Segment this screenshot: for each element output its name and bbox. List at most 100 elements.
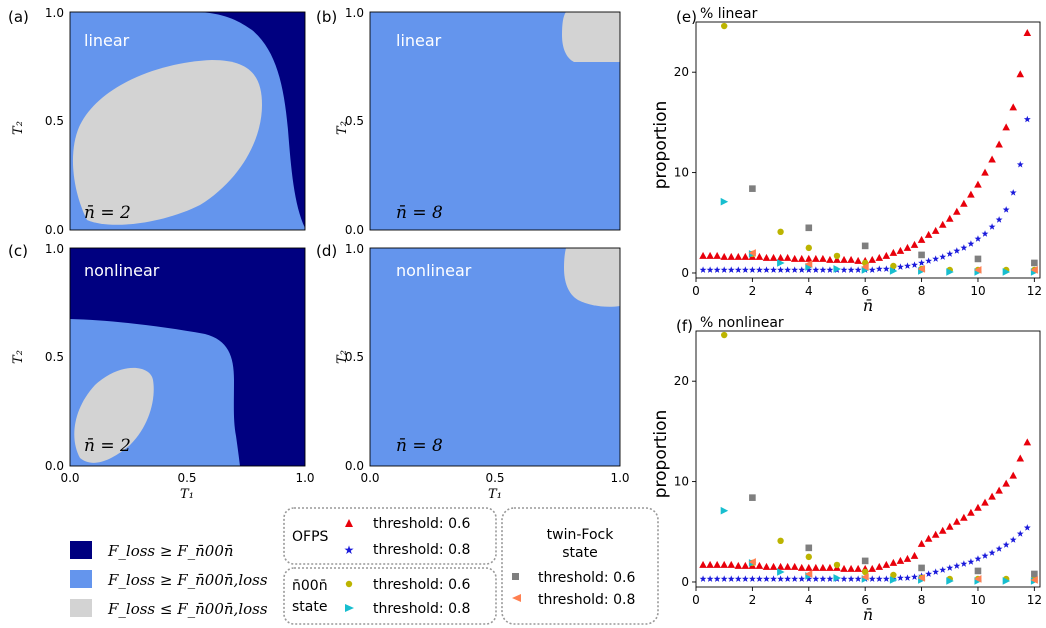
point-e-s0-29: [903, 243, 912, 251]
series-f-0: [699, 438, 1032, 572]
chart-tag-f: (f): [676, 317, 693, 335]
point-f-s0-46: [1023, 438, 1032, 446]
point-f-s1-0: [699, 575, 707, 582]
point-f-s0-9: [762, 562, 771, 570]
chart-e: (e) % linear n̄ proportion 0 2 4 6 8 10 12 0 10 2…: [651, 6, 1042, 315]
point-f-s1-21: [847, 575, 855, 582]
xtick-label-e-0: 0: [692, 284, 700, 298]
point-e-s0-8: [755, 252, 764, 260]
chart-marks-e: [699, 22, 1039, 276]
point-e-s0-21: [847, 255, 855, 263]
chart-title-f: % nonlinear: [700, 315, 784, 331]
ytick-a-1: 1.0: [45, 6, 64, 20]
point-e-s2-2: [777, 228, 784, 236]
xtick-label-f-8: 8: [918, 593, 926, 607]
point-e-s1-8: [756, 266, 763, 273]
point-f-s1-25: [875, 575, 883, 582]
panel-tag-c: (c): [8, 242, 28, 260]
ytick-a-05: 0.5: [45, 114, 64, 128]
point-f-s1-39: [974, 555, 982, 562]
series-e-1: [699, 115, 1031, 273]
series-f-2: [720, 331, 1038, 583]
point-f-s0-29: [903, 554, 912, 562]
xtick-d-05: 0.5: [485, 471, 504, 485]
ytick-c-1: 1.0: [45, 242, 64, 256]
point-f-s0-35: [945, 522, 954, 530]
region-legend: F_loss ≥ F_n̄00n̄ F_loss ≥ F_n̄00n̄,loss…: [70, 541, 268, 618]
point-f-s1-16: [812, 575, 820, 582]
point-f-s1-35: [946, 564, 954, 571]
point-e-s1-43: [1002, 206, 1010, 213]
point-e-s3-6: [889, 267, 898, 275]
point-f-s0-41: [988, 492, 996, 500]
point-f-s1-14: [798, 575, 806, 582]
point-f-s2-5: [861, 568, 869, 576]
series-e-0: [699, 29, 1032, 264]
point-f-s5-5: [1030, 576, 1038, 584]
point-e-s0-16: [812, 254, 820, 262]
legend-swatch-gray: [70, 599, 92, 617]
point-e-s1-5: [734, 266, 742, 273]
point-f-s3-8: [946, 577, 954, 585]
point-e-s1-32: [925, 257, 933, 264]
point-e-s4-3: [918, 251, 925, 259]
point-f-s0-43: [1002, 479, 1010, 487]
point-e-s1-9: [763, 266, 770, 273]
point-f-s1-40: [981, 552, 989, 559]
series-f-3: [720, 506, 1039, 585]
point-e-s1-2: [713, 266, 721, 273]
point-e-s1-13: [791, 266, 799, 273]
xtick-label-f-12: 12: [1027, 593, 1042, 607]
point-f-s4-4: [974, 567, 982, 575]
point-e-s3-0: [720, 197, 729, 206]
panel-tag-a: (a): [8, 8, 29, 26]
point-e-s0-25: [875, 253, 884, 261]
point-e-s0-46: [1023, 29, 1032, 37]
xtick-label-f-2: 2: [749, 593, 757, 607]
point-f-s0-40: [981, 498, 989, 506]
point-e-s1-1: [706, 266, 714, 273]
point-f-s2-4: [833, 561, 841, 569]
xtick-c-1: 1.0: [295, 471, 314, 485]
point-f-s2-6: [890, 571, 897, 579]
region-gray-b: [562, 12, 620, 62]
point-e-s0-4: [727, 252, 736, 260]
legend-box-ofps: OFPS threshold: 0.6 ★ threshold: 0.8: [283, 507, 497, 565]
point-e-s1-39: [974, 235, 982, 242]
xtick-label-e-2: 2: [749, 284, 757, 298]
point-e-s1-12: [784, 266, 792, 273]
xtick-label-e-6: 6: [861, 284, 869, 298]
ytick-label-f-20: 20: [674, 374, 689, 388]
point-f-s1-45: [1016, 530, 1024, 537]
n00n-entry-08: threshold: 0.8: [373, 601, 470, 617]
point-f-s0-45: [1016, 454, 1025, 462]
region-label-d: nonlinear: [396, 261, 472, 280]
point-e-s0-38: [967, 190, 975, 198]
point-e-s5-0: [748, 249, 756, 257]
legend-box-twinfock: twin-Fock state threshold: 0.6 threshold…: [501, 507, 659, 625]
point-f-s0-22: [854, 564, 862, 572]
point-f-s0-24: [868, 564, 877, 572]
point-f-s1-2: [713, 575, 721, 582]
point-e-s0-31: [917, 235, 926, 243]
region-gray-a: [72, 60, 263, 225]
point-e-s1-7: [748, 266, 756, 273]
point-e-s3-8: [946, 268, 954, 276]
xlabel-d: T₁: [488, 487, 502, 502]
point-f-s0-1: [706, 560, 714, 568]
point-f-s5-1: [804, 570, 813, 578]
point-e-s0-41: [988, 155, 996, 163]
series-e-5: [748, 249, 1038, 274]
series-f-4: [749, 494, 1038, 578]
xtick-c-05: 0.5: [177, 471, 196, 485]
point-e-s1-16: [812, 266, 820, 273]
point-e-s1-34: [939, 253, 947, 260]
xtick-label-f-10: 10: [970, 593, 985, 607]
point-f-s0-39: [974, 503, 982, 511]
point-f-s0-31: [917, 539, 926, 547]
point-e-s0-0: [699, 251, 707, 259]
ytick-label-f-0: 0: [681, 575, 689, 589]
point-f-s2-0: [720, 331, 728, 339]
point-f-s1-29: [904, 574, 911, 581]
